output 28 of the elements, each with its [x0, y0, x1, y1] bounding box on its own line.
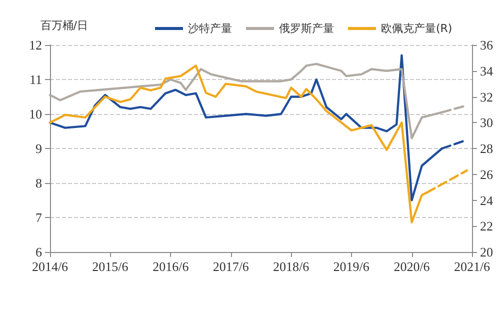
legend-label: 俄罗斯产量: [279, 22, 334, 35]
x-tick-label: 2020/6: [394, 259, 430, 274]
y-tick-label: 8: [36, 176, 42, 190]
x-tick-label: 2018/6: [273, 259, 310, 274]
y2-tick-label: 24: [480, 192, 494, 208]
y2-tick-label: 20: [480, 244, 493, 260]
y2-tick-label: 30: [480, 115, 493, 130]
y2-tick-label: 22: [480, 218, 493, 234]
x-tick-label: 2017/6: [212, 259, 250, 274]
y2-tick-label: 34: [480, 63, 494, 78]
x-tick-label: 2014/6: [32, 259, 69, 274]
x-tick-label: 2021/6: [454, 259, 491, 274]
y-tick-label: 10: [29, 106, 42, 122]
legend-label: 沙特产量: [188, 22, 232, 35]
x-tick-label: 2019/6: [333, 259, 370, 274]
y-axis-title: 百万桶/日: [40, 19, 88, 32]
y2-tick-label: 32: [480, 89, 493, 104]
y-tick-label: 6: [36, 244, 42, 260]
y2-tick-label: 28: [480, 141, 493, 156]
y-tick-label: 7: [36, 210, 42, 225]
y-tick-label: 9: [36, 141, 42, 156]
x-tick-label: 2015/6: [92, 259, 129, 274]
y2-tick-label: 36: [480, 38, 494, 52]
y2-tick-label: 26: [480, 166, 494, 182]
y-tick-label: 11: [29, 72, 42, 87]
y-tick-label: 12: [29, 38, 42, 52]
legend-label: 欧佩克产量(R): [381, 22, 452, 35]
x-tick-label: 2016/6: [152, 259, 190, 274]
